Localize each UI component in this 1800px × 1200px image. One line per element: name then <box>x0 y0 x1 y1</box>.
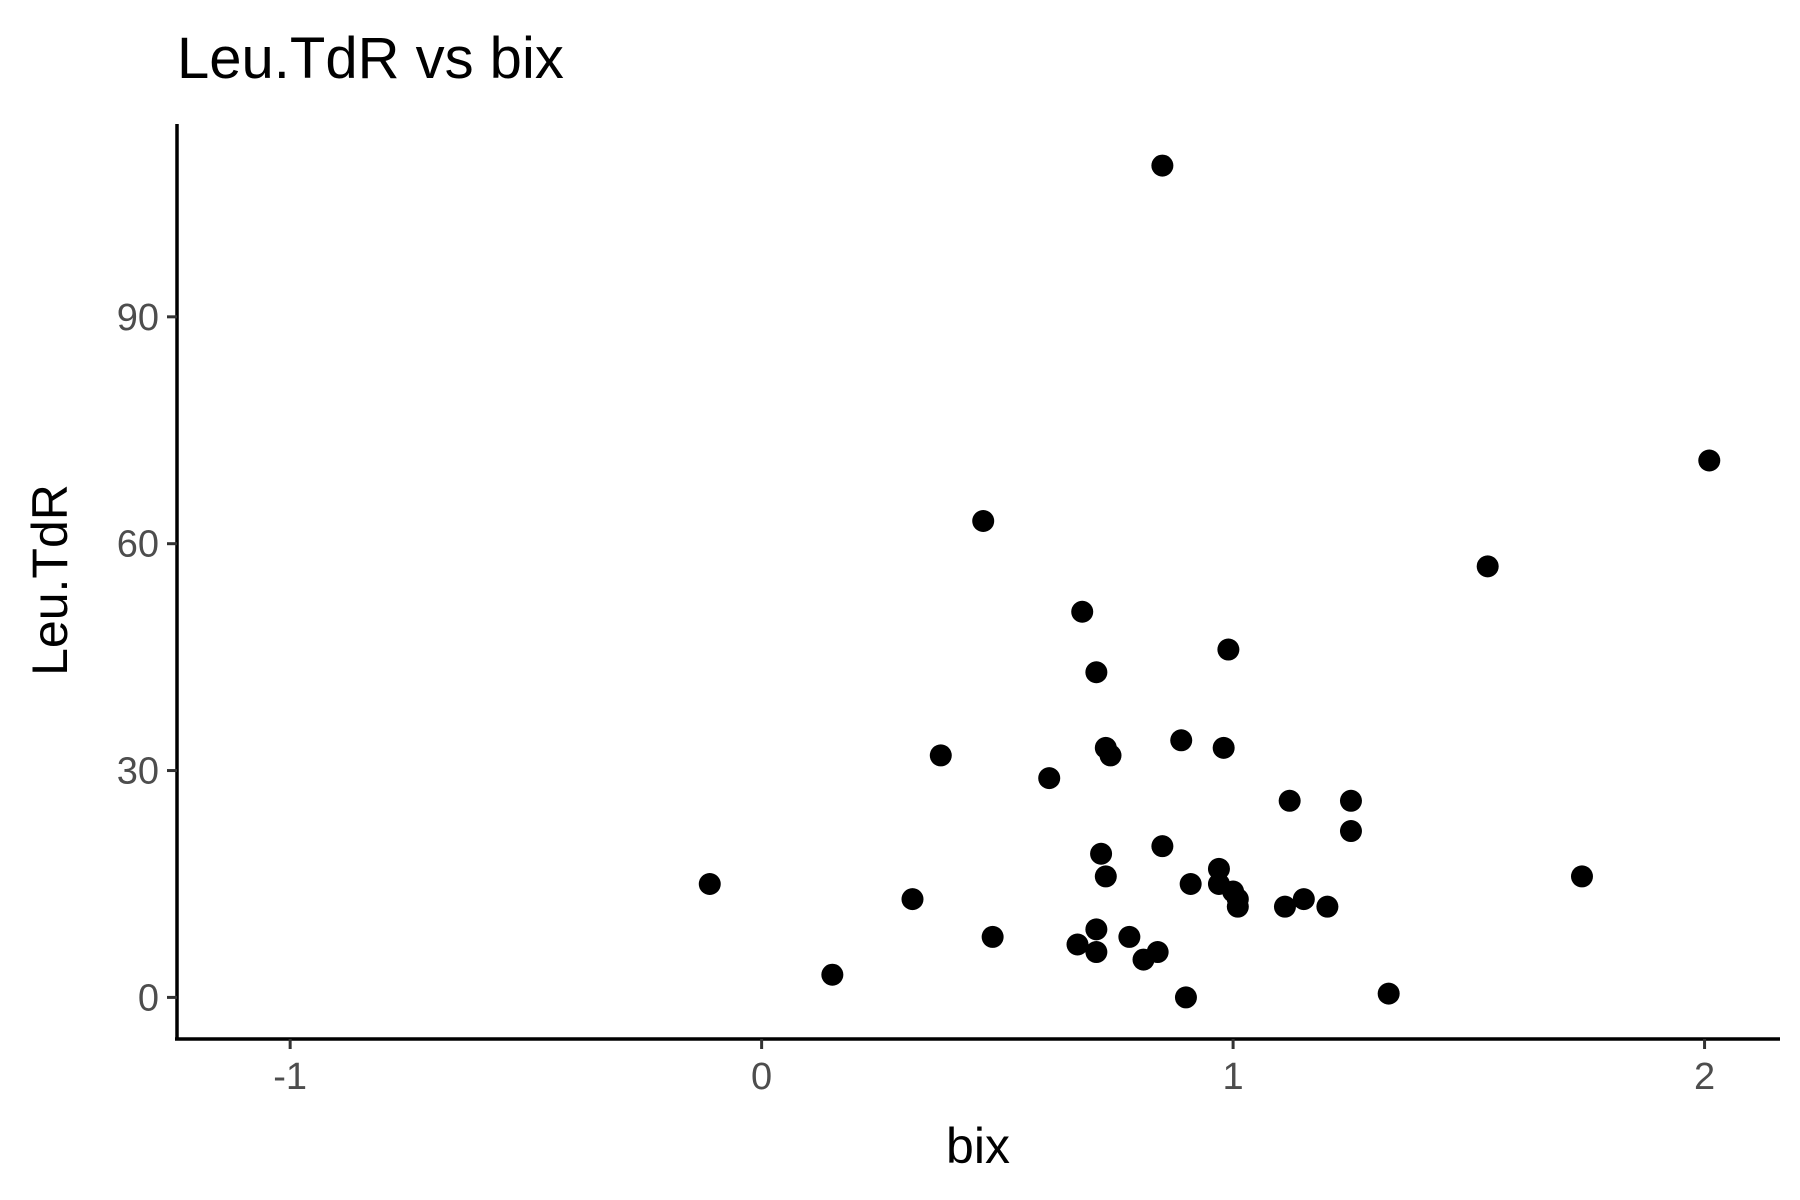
data-point <box>1038 767 1061 790</box>
data-point <box>1174 986 1197 1009</box>
data-point <box>1339 820 1362 843</box>
data-point <box>1170 729 1193 752</box>
data-point <box>1151 835 1174 858</box>
data-point <box>1217 638 1240 661</box>
data-point <box>1085 918 1108 941</box>
x-ticks: -1 0 1 2 <box>273 1039 1715 1098</box>
y-tick-label: 90 <box>117 297 159 339</box>
x-tick-label: 0 <box>751 1056 772 1098</box>
data-point <box>1118 925 1141 948</box>
x-tick-label: 1 <box>1223 1056 1244 1098</box>
data-point <box>1066 933 1089 956</box>
data-point <box>1339 789 1362 812</box>
data-point <box>1094 865 1117 888</box>
data-point <box>1476 555 1499 578</box>
data-point <box>1085 661 1108 684</box>
data-point <box>929 744 952 767</box>
data-point <box>1085 941 1108 964</box>
data-point <box>1570 865 1593 888</box>
points-layer <box>698 154 1721 1009</box>
data-point <box>1146 941 1169 964</box>
data-point <box>1099 744 1122 767</box>
y-tick-label: 30 <box>117 751 159 793</box>
data-point <box>1226 895 1249 918</box>
data-point <box>901 888 924 911</box>
data-point <box>821 963 844 986</box>
data-point <box>1273 895 1296 918</box>
data-point <box>1698 449 1721 472</box>
y-axis-label: Leu.TdR <box>22 484 78 676</box>
data-point <box>981 925 1004 948</box>
x-axis-label: bix <box>946 1118 1010 1174</box>
y-tick-label: 60 <box>117 524 159 566</box>
data-point <box>1179 872 1202 895</box>
data-point <box>1151 154 1174 177</box>
data-point <box>1071 600 1094 623</box>
data-point <box>1292 888 1315 911</box>
data-point <box>1278 789 1301 812</box>
y-tick-label: 0 <box>138 977 159 1019</box>
data-point <box>1207 857 1230 880</box>
data-point <box>1212 736 1235 759</box>
x-tick-label: -1 <box>273 1056 307 1098</box>
data-point <box>1377 982 1400 1005</box>
data-point <box>1316 895 1339 918</box>
x-tick-label: 2 <box>1694 1056 1715 1098</box>
y-ticks: 0 30 60 90 <box>117 297 177 1019</box>
data-point <box>1090 842 1113 865</box>
data-point <box>698 872 721 895</box>
data-point <box>972 510 995 533</box>
chart-title: Leu.TdR vs bix <box>177 26 564 91</box>
